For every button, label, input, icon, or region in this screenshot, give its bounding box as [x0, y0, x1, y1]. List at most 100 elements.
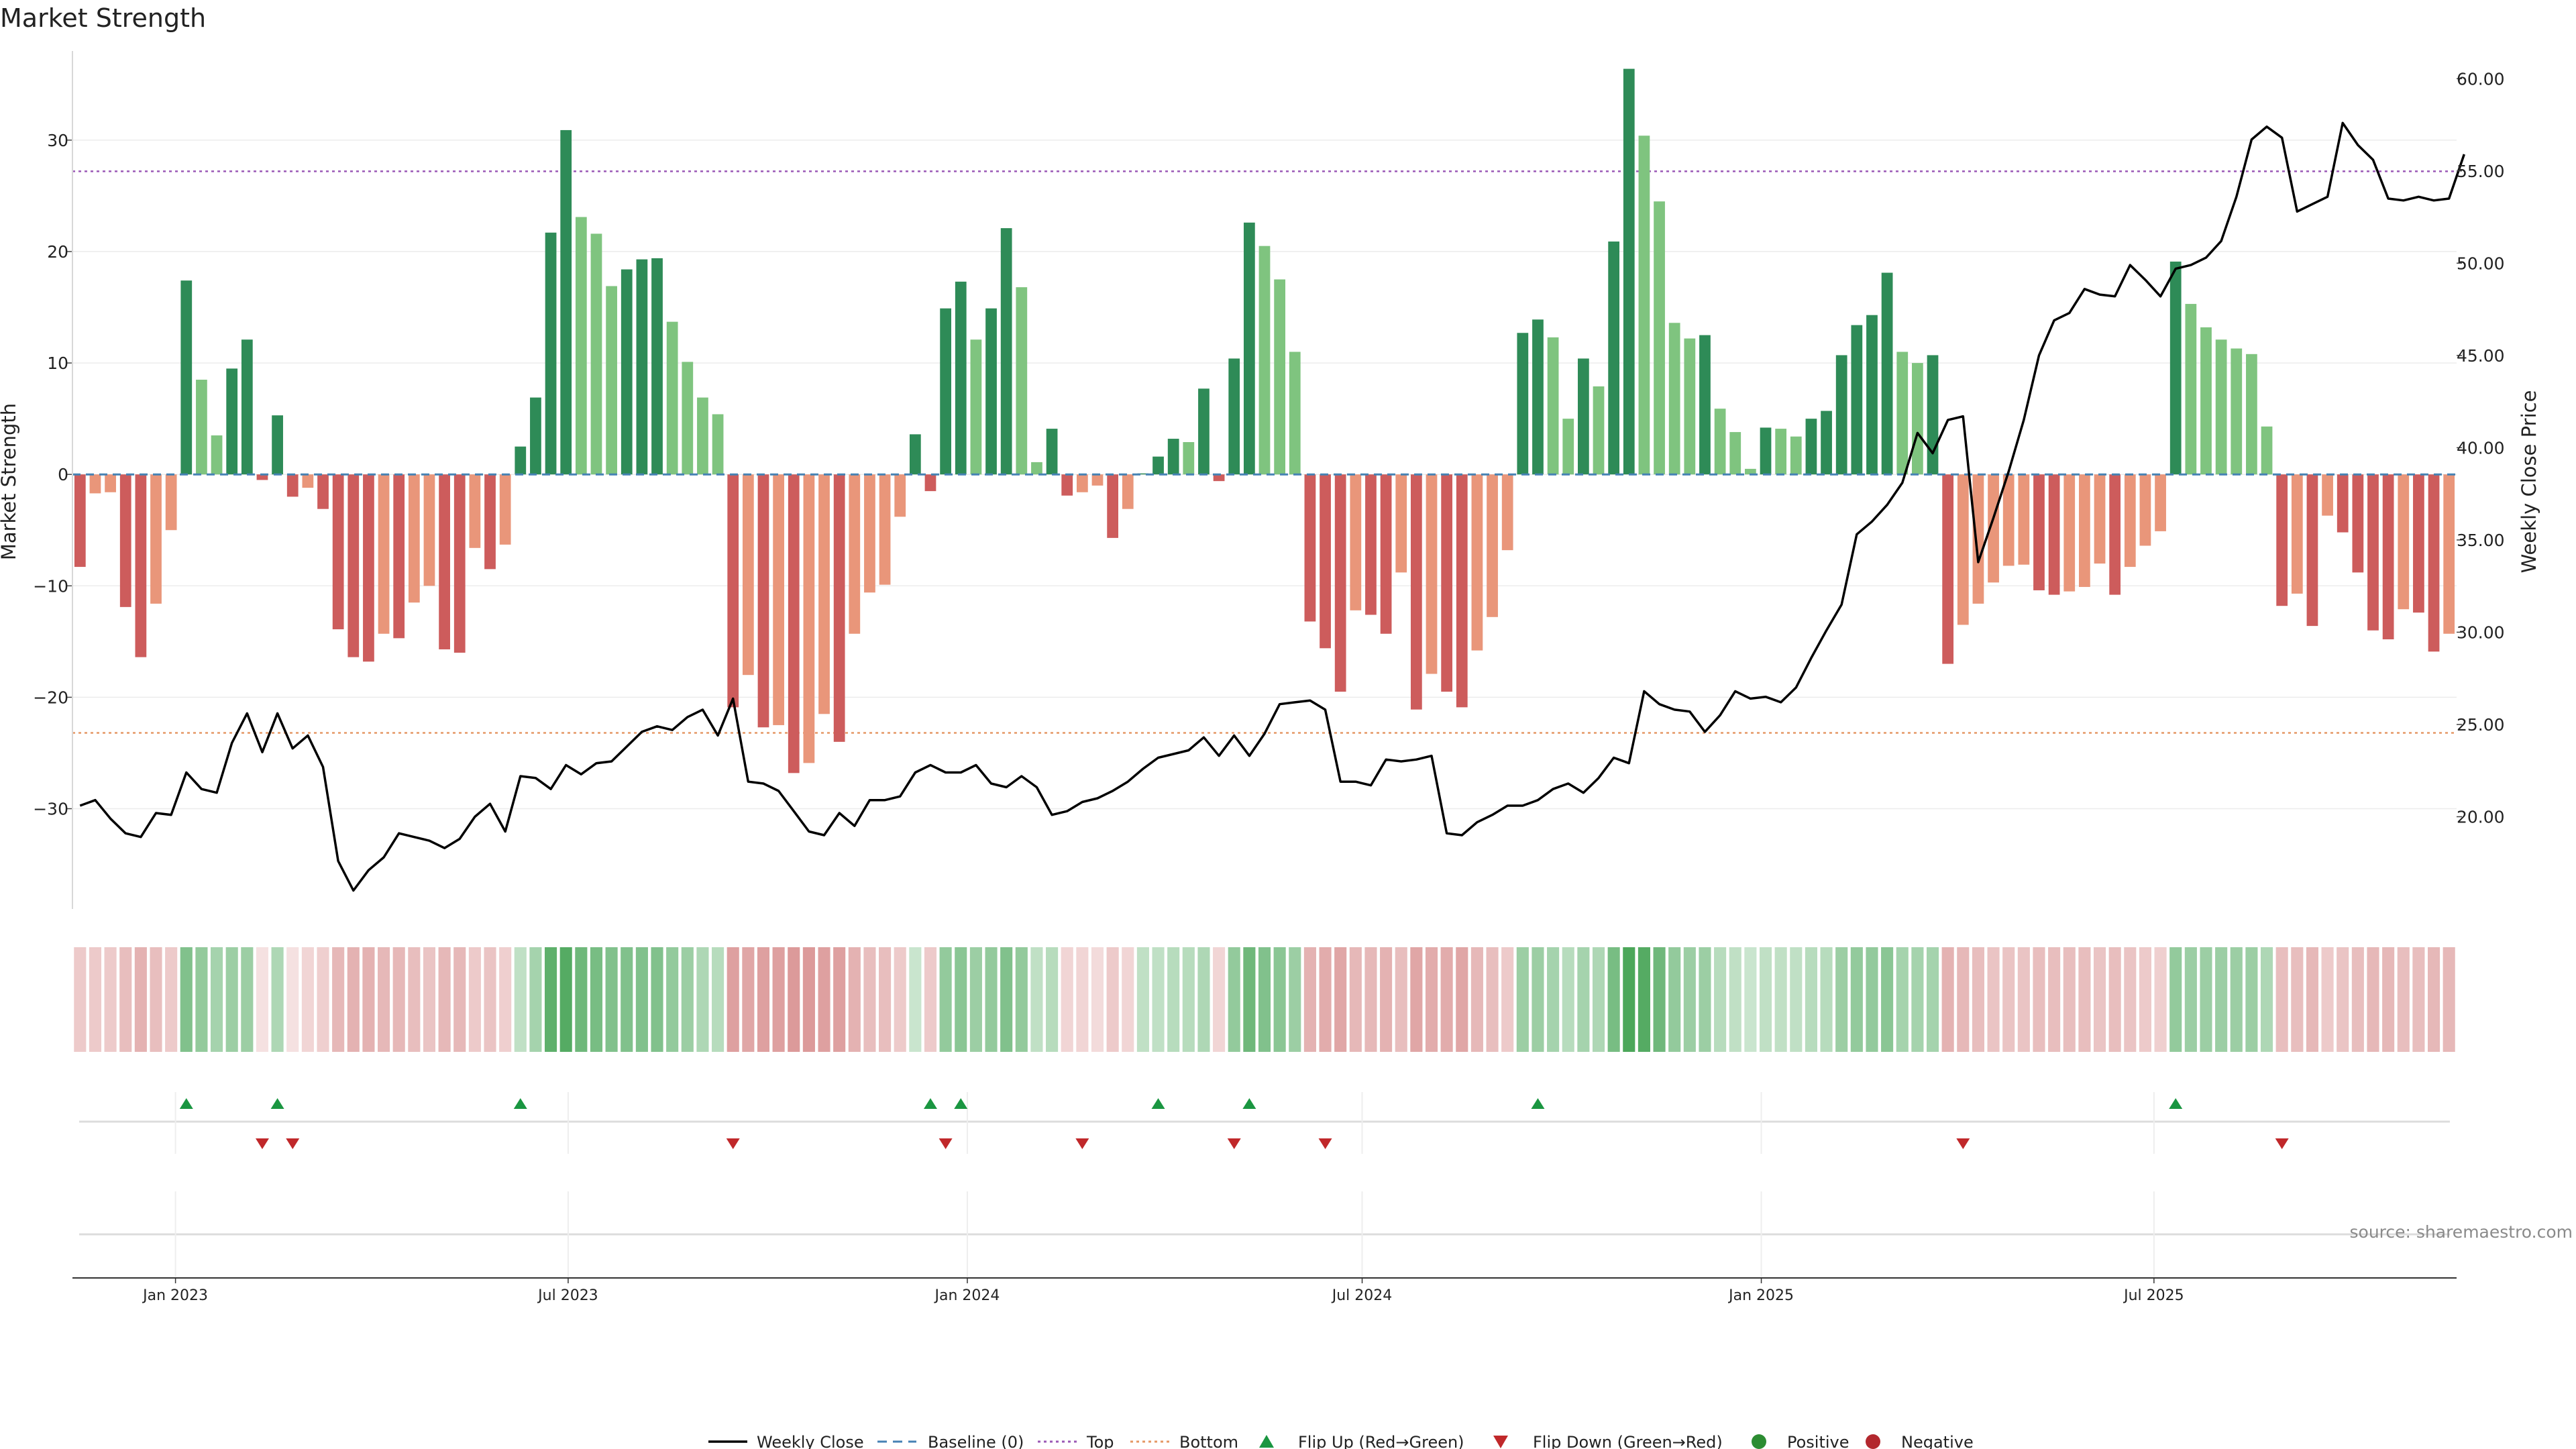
strength-bar	[1091, 474, 1104, 486]
heat-strip	[74, 947, 2455, 1052]
heat-cell	[286, 947, 299, 1052]
strength-bar	[1866, 315, 1878, 475]
heat-cell	[545, 947, 557, 1052]
strength-bar	[606, 286, 617, 475]
heat-cell	[1030, 947, 1043, 1052]
x-tick-label: Jul 2023	[537, 1287, 598, 1304]
strength-bar	[135, 474, 147, 657]
heat-cell	[2306, 947, 2319, 1052]
heat-cell	[863, 947, 876, 1052]
y-tick-label: −10	[33, 576, 68, 596]
heat-cell	[1729, 947, 1741, 1052]
strength-bar	[1547, 337, 1559, 475]
heat-cell	[1167, 947, 1180, 1052]
heat-cell	[924, 947, 937, 1052]
strength-bar	[1654, 201, 1665, 475]
heat-cell	[1744, 947, 1757, 1052]
strength-bar	[818, 474, 830, 714]
heat-cell	[1425, 947, 1438, 1052]
heat-cell	[150, 947, 162, 1052]
strength-bar	[940, 308, 951, 475]
heat-cell	[423, 947, 436, 1052]
strength-bar	[1668, 323, 1680, 475]
strength-bar	[1972, 474, 1984, 604]
strength-bar	[2018, 474, 2030, 565]
heat-cell	[788, 947, 800, 1052]
x-tick-label: Jul 2024	[1331, 1287, 1393, 1304]
strength-bar	[2094, 474, 2106, 564]
strength-bar	[560, 129, 572, 475]
strength-bar	[2337, 474, 2349, 533]
strength-bar	[1350, 474, 1362, 610]
strength-bar	[1532, 319, 1544, 475]
heat-cell	[1881, 947, 1894, 1052]
heat-cell	[681, 947, 694, 1052]
strength-bar	[1790, 436, 1802, 475]
strength-bar	[1562, 419, 1574, 475]
strength-bar	[150, 474, 162, 604]
heat-cell	[635, 947, 648, 1052]
flip-up-marker	[1151, 1098, 1165, 1109]
heat-cell	[347, 947, 360, 1052]
y-tick-label: 20	[47, 242, 68, 262]
heat-cell	[2427, 947, 2440, 1052]
heat-cell	[1091, 947, 1104, 1052]
strength-bar	[1441, 474, 1453, 692]
heat-cell	[818, 947, 830, 1052]
heat-cell	[742, 947, 755, 1052]
strength-bar	[393, 474, 405, 639]
strength-bar	[74, 474, 86, 568]
strength-bar	[894, 474, 906, 517]
strength-bar	[1578, 358, 1589, 475]
heat-cell	[1152, 947, 1165, 1052]
heat-cell	[2063, 947, 2076, 1052]
flip-up-marker	[1242, 1098, 1256, 1109]
heat-cell	[909, 947, 922, 1052]
heat-cell	[1000, 947, 1013, 1052]
heat-cell	[2078, 947, 2091, 1052]
heat-cell	[2169, 947, 2182, 1052]
strength-bar	[1426, 474, 1438, 674]
strength-bar	[1927, 355, 1939, 475]
heat-cell	[1562, 947, 1574, 1052]
strength-bar	[1729, 432, 1741, 475]
strength-bar	[1000, 228, 1012, 475]
weekly-close-line	[79, 121, 2465, 892]
heat-cell	[1410, 947, 1423, 1052]
strength-bar	[1942, 474, 1954, 664]
strength-bar	[1410, 474, 1422, 710]
heat-cell	[438, 947, 451, 1052]
strength-bar	[211, 435, 223, 475]
heat-cell	[529, 947, 542, 1052]
heat-cell	[1273, 947, 1286, 1052]
heat-cell	[1668, 947, 1681, 1052]
heat-cell	[2124, 947, 2137, 1052]
flip-up-marker	[270, 1098, 284, 1109]
heat-cell	[165, 947, 178, 1052]
legend-negative-dot	[1866, 1434, 1880, 1449]
heat-cell	[696, 947, 709, 1052]
x-tick-label: Jan 2025	[1727, 1287, 1794, 1304]
heat-cell	[1957, 947, 1970, 1052]
axes-layer: 30 20 10 0 −10 −20 −30 60.00 55.00 50.00 45.00 40.0…	[33, 51, 2505, 909]
strength-bar	[909, 434, 921, 475]
strength-bar	[1395, 474, 1407, 573]
strength-bar	[2185, 304, 2197, 475]
strength-bar	[2124, 474, 2136, 568]
heat-cell	[1683, 947, 1696, 1052]
heat-cell	[1592, 947, 1605, 1052]
heat-cell	[1638, 947, 1650, 1052]
heat-cell	[1076, 947, 1089, 1052]
strength-bar	[2382, 474, 2394, 640]
heat-cell	[1532, 947, 1544, 1052]
heat-cell	[2048, 947, 2061, 1052]
strength-bar	[621, 269, 633, 475]
close-line-layer	[79, 121, 2465, 892]
heat-cell	[195, 947, 208, 1052]
heat-cell	[1820, 947, 1833, 1052]
heat-cell	[1380, 947, 1393, 1052]
strength-bar	[2231, 348, 2243, 475]
strength-bar	[1031, 462, 1042, 475]
heat-cell	[89, 947, 102, 1052]
heat-cell	[559, 947, 572, 1052]
